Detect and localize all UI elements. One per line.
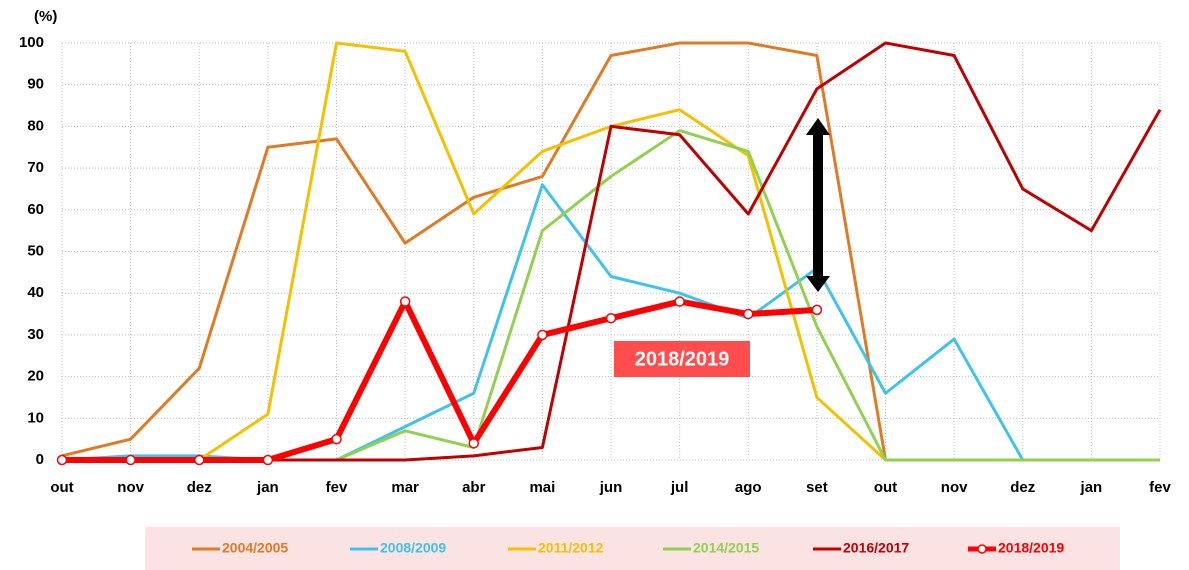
y-tick-label: 50: [27, 242, 44, 259]
legend-label: 2016/2017: [843, 540, 909, 556]
series-line: [62, 298, 818, 463]
x-tick-label: dez: [187, 479, 212, 496]
x-tick-label: set: [806, 479, 828, 496]
point: [674, 296, 685, 307]
y-tick-label: 100: [19, 34, 44, 51]
x-tick-label: out: [50, 479, 73, 496]
x-tick-label: nov: [941, 479, 968, 496]
x-tick-label: jun: [599, 479, 623, 496]
y-tick-label: 10: [27, 409, 44, 426]
y-tick-label: 60: [27, 201, 44, 218]
legend-label: 2004/2005: [222, 540, 288, 556]
annotation-text: 2018/2019: [635, 348, 730, 370]
legend-label: 2018/2019: [998, 540, 1064, 556]
x-tick-label: abr: [462, 479, 486, 496]
y-tick-label: 90: [27, 76, 44, 93]
point: [56, 454, 68, 466]
point: [262, 454, 274, 466]
y-tick-label: 0: [36, 451, 44, 468]
point: [811, 304, 823, 316]
x-tick-label: dez: [1010, 479, 1035, 496]
x-tick-label: nov: [117, 479, 144, 496]
x-tick-label: jan: [256, 479, 279, 496]
x-tick-label: jan: [1080, 479, 1103, 496]
point: [331, 433, 342, 445]
x-tick-label: mar: [391, 479, 419, 496]
y-tick-label: 40: [27, 284, 44, 301]
legend-label: 2014/2015: [693, 540, 759, 556]
point: [537, 329, 548, 341]
double-arrow: [806, 118, 830, 292]
x-tick-label: fev: [326, 479, 348, 496]
x-tick-label: out: [874, 479, 897, 496]
legend-label: 2011/2012: [538, 540, 604, 556]
legend-label: 2008/2009: [380, 540, 446, 556]
y-tick-label: 70: [27, 159, 44, 176]
x-tick-label: fev: [1149, 479, 1171, 496]
series-line: [61, 41, 887, 461]
y-tick-label: 20: [27, 368, 44, 385]
x-tick-label: ago: [735, 479, 762, 496]
point: [194, 454, 205, 466]
point: [605, 312, 617, 324]
y-tick-label: 30: [27, 326, 44, 343]
annotation: 2018/2019: [614, 341, 750, 377]
x-tick-label: mai: [529, 479, 555, 496]
y-axis-label: (%): [34, 8, 57, 25]
legend-marker: [977, 544, 987, 554]
legend-box: [145, 527, 1120, 570]
point: [468, 438, 479, 449]
y-tick-label: 80: [27, 117, 44, 134]
point: [125, 454, 136, 466]
x-tick-label: jul: [670, 479, 689, 496]
point: [743, 308, 754, 320]
point: [399, 296, 411, 307]
series-line: [198, 41, 887, 462]
